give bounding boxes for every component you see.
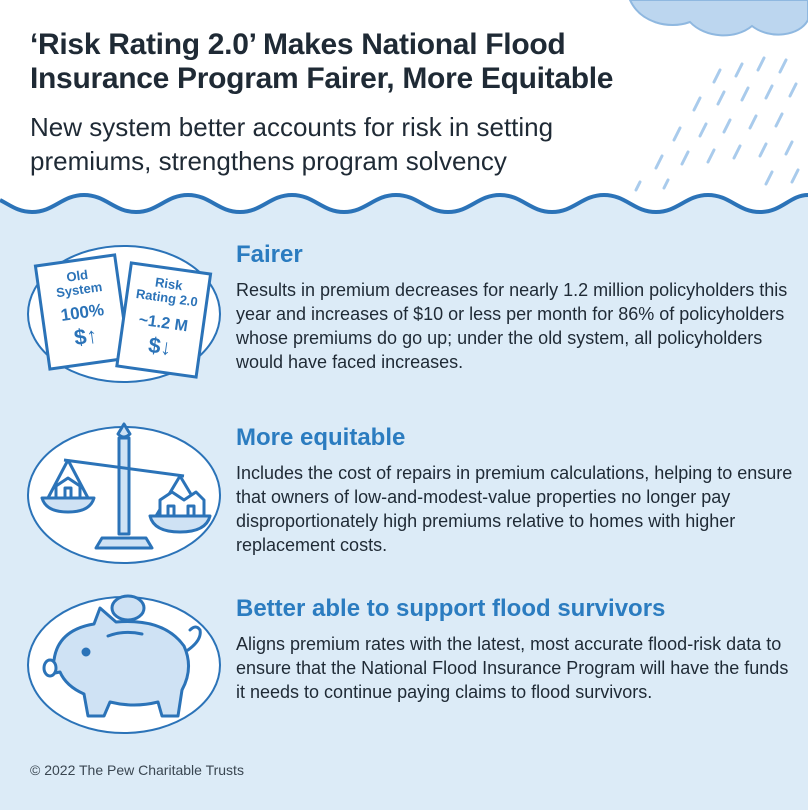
section-title-equitable: More equitable (236, 424, 406, 451)
rain-icon (634, 56, 800, 192)
section-body-fairer: Results in premium decreases for nearly … (236, 280, 788, 372)
section-title-fairer: Fairer (236, 241, 303, 268)
new-card-symbol: $↓ (147, 332, 174, 360)
header-wave (0, 0, 808, 212)
new-card-value: ~1.2 M (138, 312, 189, 336)
header-background (0, 0, 808, 215)
old-card-line1: Old (65, 267, 89, 285)
piggy-bank-icon (27, 594, 221, 734)
copyright-footer: © 2022 The Pew Charitable Trusts (30, 762, 244, 778)
old-card-symbol: $↑ (72, 322, 99, 350)
page-subtitle: New system better accounts for risk in s… (30, 112, 554, 176)
new-card-line1: Risk (154, 274, 184, 293)
old-card-line2: System (55, 279, 103, 300)
section-body-flood-survivors: Aligns premium rates with the latest, mo… (236, 634, 789, 702)
section-title-flood-survivors: Better able to support flood survivors (236, 595, 666, 622)
section-body-equitable: Includes the cost of repairs in premium … (236, 463, 793, 555)
balance-scale-icon (27, 422, 221, 564)
cloud-icon (628, 0, 808, 37)
premium-cards-icon: Old System 100% $↑ Risk Rating 2.0 ~1.2 … (27, 245, 221, 383)
page-title: ‘Risk Rating 2.0’ Makes National Flood I… (30, 28, 614, 95)
